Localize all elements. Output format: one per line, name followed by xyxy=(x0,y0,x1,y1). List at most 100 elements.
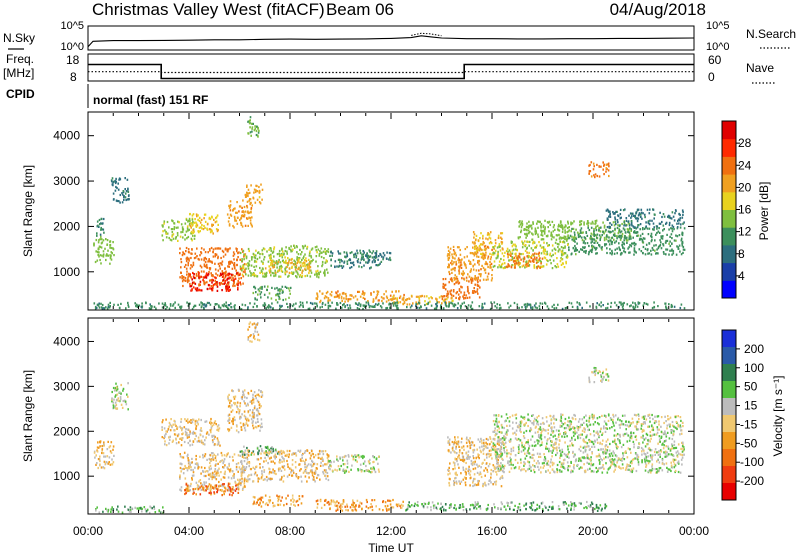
scatter-cell xyxy=(355,302,358,305)
scatter-cell xyxy=(212,255,215,258)
scatter-cell xyxy=(281,248,283,251)
scatter-cell xyxy=(559,260,562,263)
scatter-cell xyxy=(255,465,258,468)
scatter-cell xyxy=(299,458,302,461)
scatter-cell xyxy=(236,264,238,267)
scatter-cell xyxy=(521,265,524,268)
scatter-cell xyxy=(113,454,115,457)
scatter-cell xyxy=(261,474,264,477)
scatter-cell xyxy=(107,254,109,257)
scatter-cell xyxy=(671,230,674,233)
scatter-cell xyxy=(614,212,616,215)
scatter-cell xyxy=(213,473,215,476)
scatter-cell xyxy=(227,248,230,251)
scatter-cell xyxy=(599,226,601,229)
scatter-cell xyxy=(304,466,306,469)
scatter-cell xyxy=(93,242,95,245)
scatter-cell xyxy=(172,303,175,306)
scatter-cell xyxy=(423,502,426,505)
scatter-cell xyxy=(255,421,257,424)
scatter-cell xyxy=(492,253,495,256)
scatter-cell xyxy=(252,466,255,469)
scatter-cell xyxy=(120,302,122,305)
scatter-cell xyxy=(330,264,332,267)
scatter-cell xyxy=(565,256,568,259)
scatter-cell xyxy=(295,270,298,273)
scatter-cell xyxy=(316,275,318,278)
scatter-cell xyxy=(256,458,259,461)
scatter-cell xyxy=(300,459,302,462)
scatter-cell xyxy=(258,503,260,507)
scatter-cell xyxy=(195,289,198,292)
scatter-cell xyxy=(393,302,395,305)
scatter-cell xyxy=(626,303,629,306)
scatter-cell xyxy=(452,262,454,265)
scatter-cell xyxy=(210,272,212,275)
scatter-cell xyxy=(571,238,573,241)
scatter-cell xyxy=(440,295,443,298)
scatter-cell xyxy=(233,453,236,456)
scatter-cell xyxy=(641,240,644,243)
scatter-cell xyxy=(586,222,588,225)
scatter-cell xyxy=(322,250,325,253)
scatter-cell xyxy=(523,256,526,259)
scatter-cell xyxy=(246,204,248,208)
scatter-cell xyxy=(541,234,544,237)
scatter-cell xyxy=(536,244,538,247)
scatter-cell xyxy=(314,454,317,457)
scatter-cell xyxy=(358,265,360,268)
scatter-cell xyxy=(345,298,348,301)
scatter-cell xyxy=(598,303,601,306)
scatter-cell xyxy=(552,259,555,262)
scatter-cell xyxy=(329,459,332,463)
scatter-cell xyxy=(240,308,243,311)
scatter-cell xyxy=(564,252,567,255)
scatter-cell xyxy=(482,266,485,269)
scatter-cell xyxy=(352,261,355,264)
scatter-cell xyxy=(365,505,368,508)
scatter-cell xyxy=(232,491,234,495)
scatter-cell xyxy=(191,224,194,227)
scatter-cell xyxy=(362,454,364,458)
scatter-cell xyxy=(354,295,357,298)
scatter-cell xyxy=(411,304,413,307)
scatter-cell xyxy=(591,238,594,241)
scatter-cell xyxy=(503,255,505,258)
scatter-cell xyxy=(195,454,197,458)
scatter-cell xyxy=(371,305,373,308)
scatter-cell xyxy=(294,452,297,455)
scatter-cell xyxy=(493,260,496,263)
scatter-cell xyxy=(479,275,482,278)
scatter-cell xyxy=(514,243,516,246)
scatter-cell xyxy=(353,255,355,259)
scatter-cell xyxy=(222,466,224,469)
scatter-cell xyxy=(248,260,251,263)
scatter-cell xyxy=(448,301,450,304)
scatter-cell xyxy=(268,269,271,272)
scatter-cell xyxy=(659,244,662,247)
scatter-cell xyxy=(509,251,512,254)
scatter-cell xyxy=(209,475,212,478)
scatter-cell xyxy=(266,250,268,253)
scatter-cell xyxy=(181,230,184,234)
scatter-cell xyxy=(343,261,345,264)
scatter-cell xyxy=(316,269,319,272)
scatter-cell xyxy=(100,235,102,238)
scatter-cell xyxy=(461,302,464,305)
scatter-cell xyxy=(575,249,577,252)
scatter-cell xyxy=(615,210,617,213)
scatter-cell xyxy=(590,249,593,252)
scatter-cell xyxy=(373,499,376,502)
scatter-cell xyxy=(514,259,516,262)
scatter-cell xyxy=(281,465,284,468)
scatter-cell xyxy=(417,295,419,298)
scatter-cell xyxy=(522,260,525,263)
scatter-cell xyxy=(277,503,280,507)
scatter-cell xyxy=(468,259,470,262)
scatter-cell xyxy=(303,451,306,454)
scatter-cell xyxy=(573,239,576,242)
scatter-cell xyxy=(227,250,229,253)
scatter-cell xyxy=(484,254,487,257)
scatter-cell xyxy=(659,239,661,242)
scatter-cell xyxy=(107,440,109,443)
